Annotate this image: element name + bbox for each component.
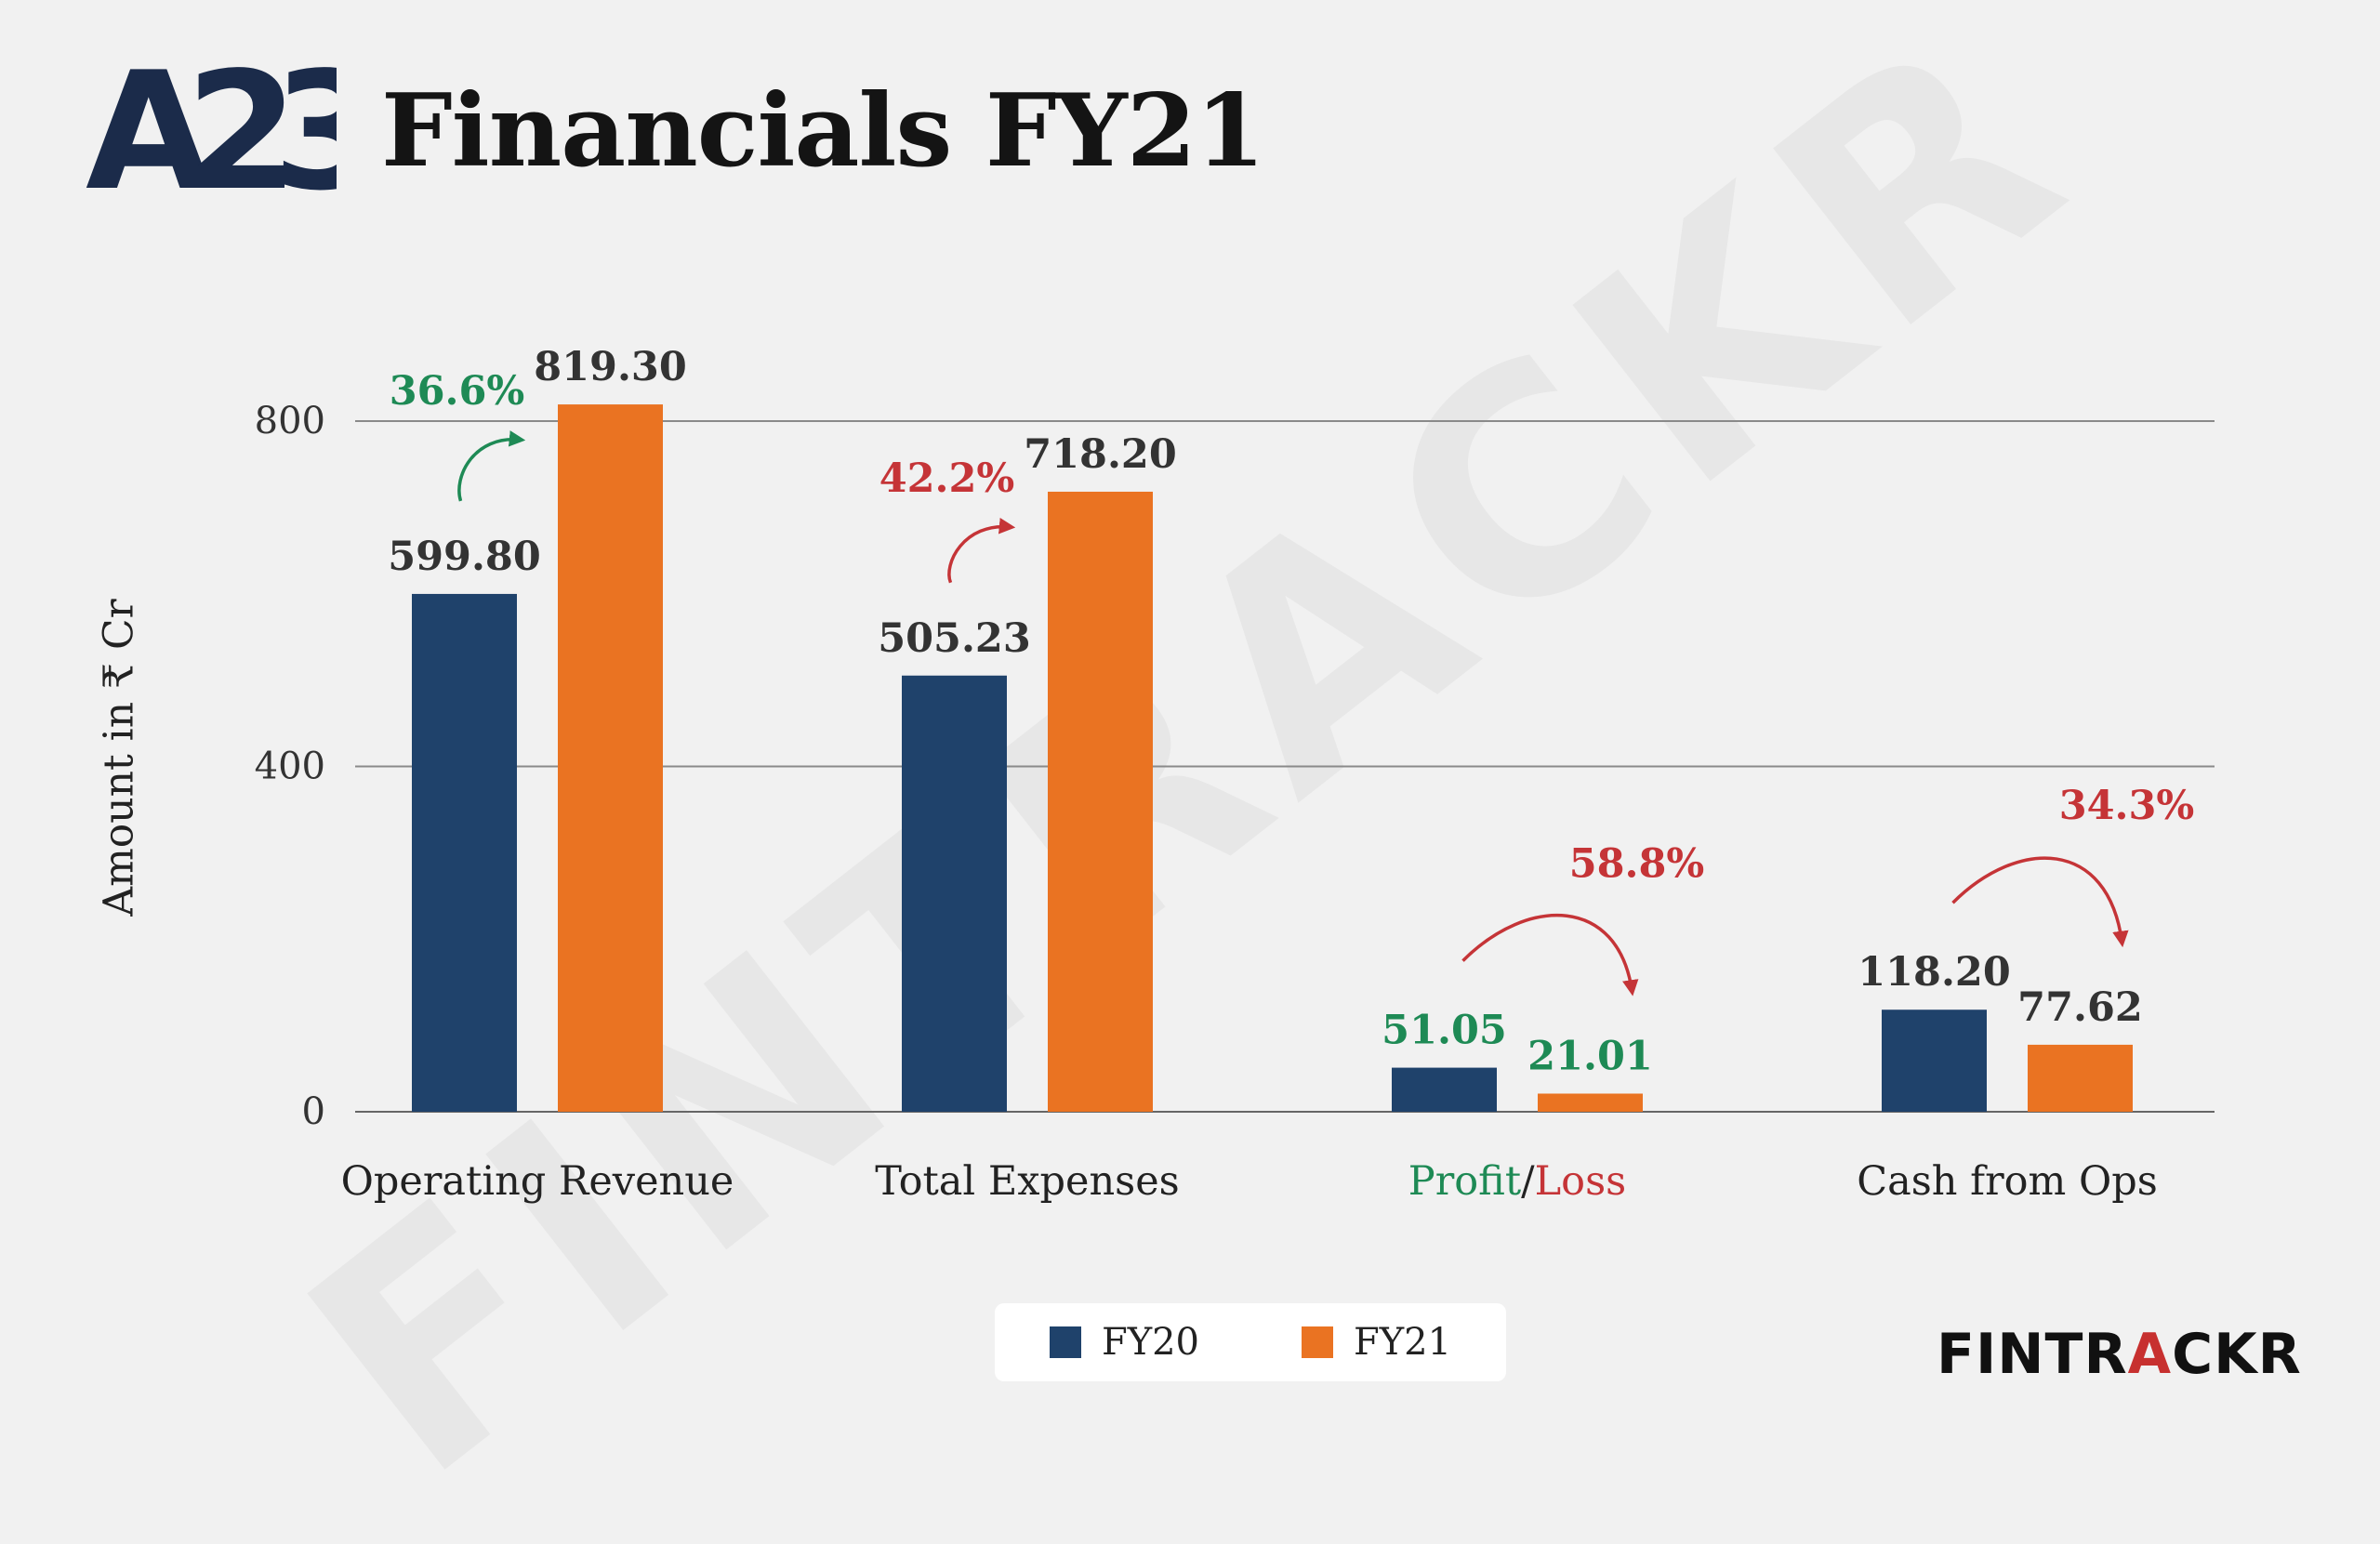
change-percent-0: 36.6% <box>390 368 525 415</box>
x-category-label-1: Total Expenses <box>875 1158 1179 1205</box>
change-arrow-1 <box>947 518 1016 584</box>
change-percent-3: 34.3% <box>2059 783 2195 829</box>
bar-chart: 0 400 800 599.80 819.30 Operating Revenue 36.6… <box>255 344 2215 1205</box>
x-category-label-part-2-0: Profit <box>1408 1158 1521 1205</box>
bar-fy21-0 <box>558 404 663 1112</box>
bar-fy20-0 <box>412 593 517 1112</box>
svg-text:A23: A23 <box>86 48 337 225</box>
change-arrow-0 <box>457 430 526 502</box>
change-arrow-2 <box>1461 913 1639 996</box>
legend-label-fy21: FY21 <box>1354 1321 1452 1364</box>
x-category-label-part-2-2: Loss <box>1535 1158 1627 1205</box>
x-category-label-0: Operating Revenue <box>341 1158 734 1205</box>
chart-legend: FY20 FY21 <box>995 1303 1506 1381</box>
legend-item-fy20: FY20 <box>1049 1321 1199 1364</box>
x-category-label-2: Profit/Loss <box>1408 1158 1626 1205</box>
legend-swatch-fy20 <box>1049 1326 1081 1358</box>
legend-swatch-fy21 <box>1302 1326 1333 1358</box>
data-label-fy21-2: 21.01 <box>1527 1033 1653 1079</box>
bar-fy20-2 <box>1392 1067 1497 1112</box>
bar-fy20-1 <box>902 675 1007 1112</box>
y-tick-label-400: 400 <box>255 746 325 788</box>
x-category-label-part-2-1: / <box>1521 1158 1535 1205</box>
change-arrow-3 <box>1951 856 2129 948</box>
a23-logo: A23 <box>86 48 337 225</box>
legend-item-fy21: FY21 <box>1302 1321 1451 1364</box>
legend-label-fy20: FY20 <box>1101 1321 1199 1364</box>
bar-fy21-1 <box>1048 491 1153 1112</box>
y-tick-label-0: 0 <box>302 1090 325 1133</box>
data-label-fy20-1: 505.23 <box>878 615 1031 662</box>
data-label-fy20-0: 599.80 <box>388 534 541 580</box>
data-label-fy21-3: 77.62 <box>2017 984 2143 1031</box>
change-percent-1: 42.2% <box>879 455 1015 502</box>
data-label-fy21-0: 819.30 <box>534 344 687 390</box>
change-percent-2: 58.8% <box>1569 841 1705 888</box>
x-category-label-3: Cash from Ops <box>1857 1158 2158 1205</box>
y-tick-label-800: 800 <box>255 400 325 442</box>
fintrackr-brand-logo: FINTRACKR <box>1937 1322 2302 1387</box>
data-label-fy20-2: 51.05 <box>1382 1008 1507 1054</box>
bar-fy21-2 <box>1538 1093 1643 1112</box>
data-label-fy21-1: 718.20 <box>1024 431 1177 478</box>
data-label-fy20-3: 118.20 <box>1858 949 2011 996</box>
bar-fy21-3 <box>2028 1044 2133 1112</box>
bar-fy20-3 <box>1882 1010 1987 1112</box>
page-title: Financials FY21 <box>381 73 1265 190</box>
chart-stage: FINTRACKR A23 Financials FY21 Amount in … <box>86 48 2302 1387</box>
